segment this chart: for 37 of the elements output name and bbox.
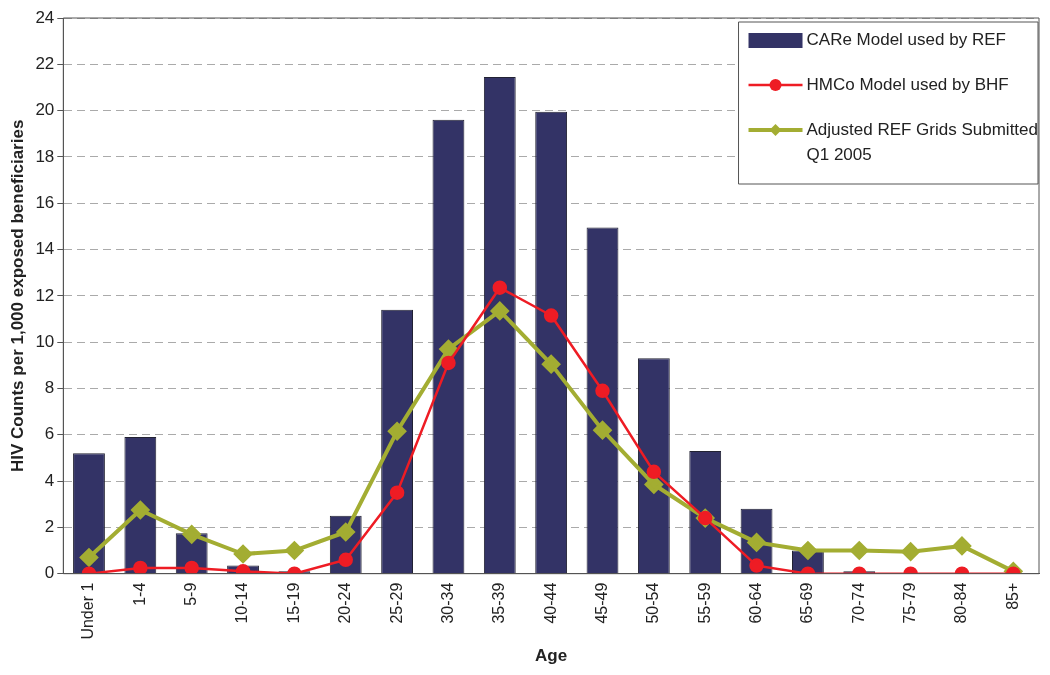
y-tick-label: 2: [44, 517, 55, 537]
y-axis-title: HIV Counts per 1,000 exposed beneficiaries: [7, 119, 27, 473]
x-tick-label: 50-54: [644, 582, 662, 624]
x-tick-label: 65-69: [798, 582, 816, 624]
x-tick-label: 75-79: [901, 582, 919, 624]
x-tick-label: 1-4: [130, 582, 148, 606]
x-tick-label: Under 1: [79, 582, 97, 640]
x-axis-title: Age: [535, 646, 568, 666]
y-tick-label: 6: [44, 424, 55, 444]
y-tick-label: 4: [44, 470, 55, 490]
y-tick-label: 0: [44, 563, 55, 583]
x-tick-label: 40-44: [541, 582, 559, 624]
x-tick-label: 20-24: [336, 582, 354, 624]
legend-label: HMCo Model used by BHF: [806, 74, 1009, 94]
x-tick-label: 25-29: [387, 582, 405, 624]
x-tick-label: 30-34: [438, 582, 456, 624]
x-tick-label: 60-64: [746, 582, 764, 624]
y-tick-label: 12: [35, 285, 55, 305]
x-tick-label: 70-74: [849, 582, 867, 624]
x-tick-label: 15-19: [284, 582, 302, 624]
x-tick-label: 5-9: [182, 582, 200, 606]
y-tick-label: 18: [35, 146, 55, 166]
x-tick-label: 45-49: [592, 582, 610, 624]
y-tick-label: 10: [35, 331, 55, 351]
x-tick-label: 10-14: [233, 582, 251, 624]
y-tick-label: 14: [35, 239, 55, 259]
legend-label: Adjusted REF Grids Submitted Q1 2005: [806, 119, 1038, 164]
x-tick-label: 85+: [1003, 582, 1021, 610]
y-tick-label: 22: [35, 53, 55, 73]
y-tick-label: 16: [35, 192, 55, 212]
legend-label: CARe Model used by REF: [806, 29, 1006, 49]
y-tick-label: 20: [35, 100, 55, 120]
x-tick-label: 55-59: [695, 582, 713, 624]
y-tick-label: 8: [44, 378, 55, 398]
x-tick-label: 35-39: [490, 582, 508, 624]
y-tick-label: 24: [35, 7, 55, 27]
x-tick-label: 80-84: [952, 582, 970, 624]
